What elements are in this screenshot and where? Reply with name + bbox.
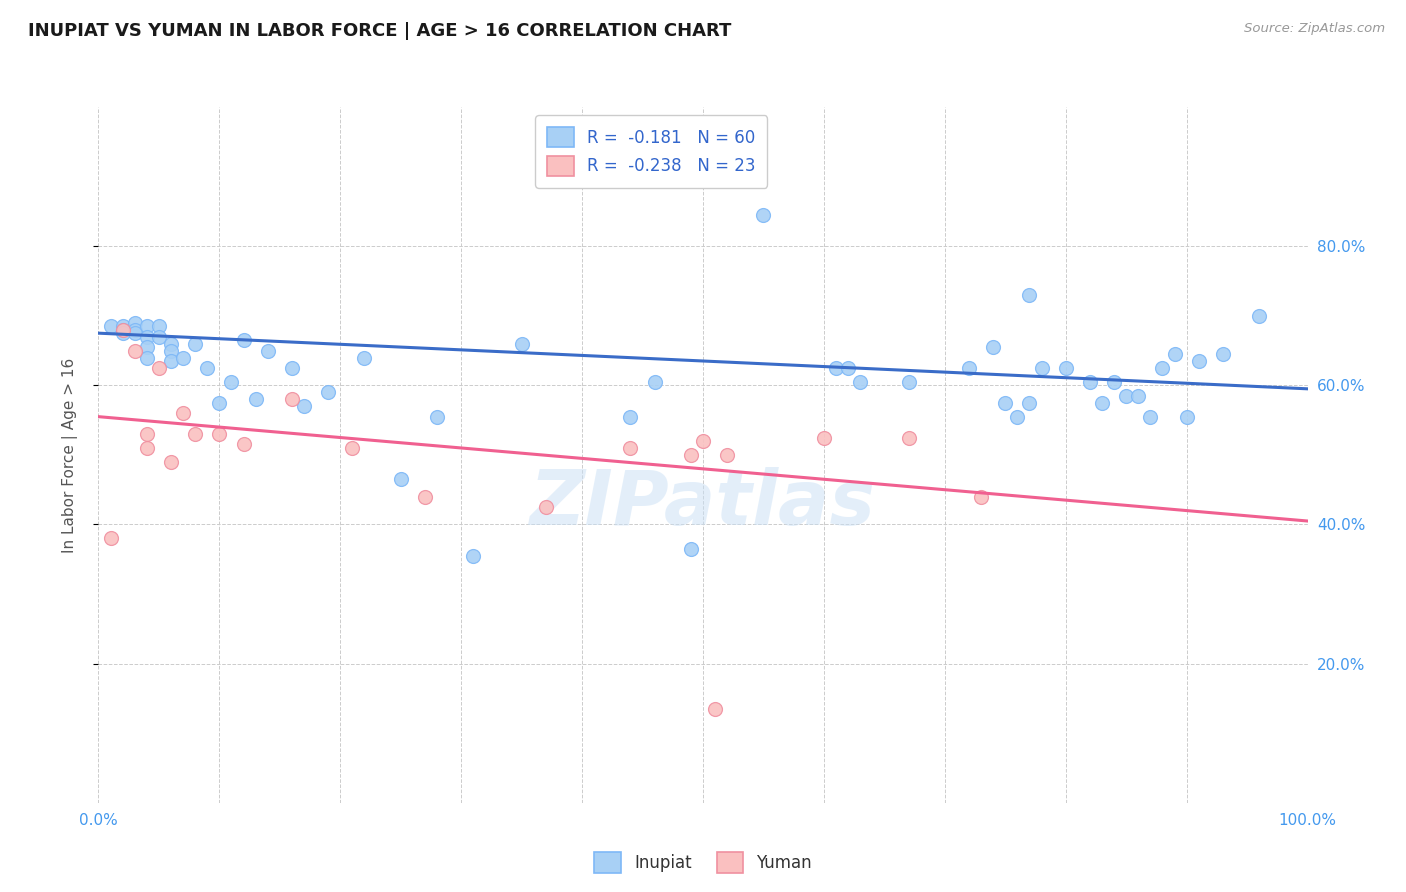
Point bbox=[124, 316, 146, 330]
Point bbox=[1031, 360, 1053, 375]
Point bbox=[1054, 360, 1077, 375]
Point bbox=[510, 336, 533, 351]
Point bbox=[111, 319, 134, 334]
Point bbox=[849, 375, 872, 389]
Point bbox=[195, 360, 218, 375]
Point bbox=[389, 472, 412, 486]
Point bbox=[353, 351, 375, 365]
Point bbox=[1212, 347, 1234, 361]
Point bbox=[160, 455, 183, 469]
Point bbox=[994, 396, 1017, 410]
Point bbox=[1018, 396, 1040, 410]
Point bbox=[752, 208, 775, 222]
Point bbox=[160, 354, 183, 368]
Point bbox=[281, 360, 304, 375]
Point bbox=[704, 702, 727, 716]
Y-axis label: In Labor Force | Age > 16: In Labor Force | Age > 16 bbox=[62, 358, 77, 552]
Point bbox=[256, 343, 278, 358]
Point bbox=[716, 448, 738, 462]
Point bbox=[245, 392, 267, 407]
Point bbox=[1007, 409, 1029, 424]
Point bbox=[135, 351, 157, 365]
Point bbox=[184, 427, 207, 442]
Point bbox=[148, 329, 170, 343]
Point bbox=[981, 340, 1004, 354]
Point bbox=[1163, 347, 1185, 361]
Point bbox=[619, 409, 641, 424]
Text: Source: ZipAtlas.com: Source: ZipAtlas.com bbox=[1244, 22, 1385, 36]
Point bbox=[221, 375, 243, 389]
Legend: R =  -0.181   N = 60, R =  -0.238   N = 23: R = -0.181 N = 60, R = -0.238 N = 23 bbox=[536, 115, 768, 187]
Point bbox=[148, 319, 170, 334]
Point bbox=[135, 329, 157, 343]
Point bbox=[692, 434, 714, 448]
Point bbox=[111, 326, 134, 340]
Point bbox=[160, 343, 183, 358]
Point bbox=[100, 532, 122, 546]
Point bbox=[1249, 309, 1271, 323]
Point bbox=[1128, 389, 1150, 403]
Point bbox=[172, 351, 194, 365]
Point bbox=[897, 431, 920, 445]
Point bbox=[970, 490, 993, 504]
Point bbox=[124, 343, 146, 358]
Point bbox=[124, 326, 146, 340]
Point bbox=[316, 385, 339, 400]
Point bbox=[1175, 409, 1198, 424]
Point bbox=[813, 431, 835, 445]
Point bbox=[135, 441, 157, 455]
Point bbox=[825, 360, 848, 375]
Point bbox=[679, 541, 702, 556]
Point bbox=[1139, 409, 1161, 424]
Point bbox=[111, 323, 134, 337]
Point bbox=[1115, 389, 1137, 403]
Point bbox=[413, 490, 436, 504]
Point bbox=[135, 340, 157, 354]
Point bbox=[1091, 396, 1114, 410]
Point bbox=[426, 409, 449, 424]
Point bbox=[292, 399, 315, 413]
Point bbox=[148, 360, 170, 375]
Point bbox=[342, 441, 364, 455]
Point bbox=[184, 336, 207, 351]
Point bbox=[208, 427, 231, 442]
Text: ZIPatlas: ZIPatlas bbox=[530, 467, 876, 541]
Point bbox=[232, 333, 254, 347]
Point bbox=[534, 500, 557, 514]
Text: INUPIAT VS YUMAN IN LABOR FORCE | AGE > 16 CORRELATION CHART: INUPIAT VS YUMAN IN LABOR FORCE | AGE > … bbox=[28, 22, 731, 40]
Point bbox=[135, 427, 157, 442]
Point bbox=[100, 319, 122, 334]
Point bbox=[897, 375, 920, 389]
Point bbox=[111, 323, 134, 337]
Point bbox=[1102, 375, 1125, 389]
Point bbox=[957, 360, 980, 375]
Point bbox=[1018, 288, 1040, 302]
Point bbox=[1078, 375, 1101, 389]
Point bbox=[172, 406, 194, 420]
Point bbox=[281, 392, 304, 407]
Point bbox=[124, 323, 146, 337]
Point bbox=[679, 448, 702, 462]
Point bbox=[232, 437, 254, 451]
Point bbox=[160, 336, 183, 351]
Point bbox=[208, 396, 231, 410]
Legend: Inupiat, Yuman: Inupiat, Yuman bbox=[588, 846, 818, 880]
Point bbox=[1152, 360, 1174, 375]
Point bbox=[837, 360, 859, 375]
Point bbox=[1188, 354, 1211, 368]
Point bbox=[619, 441, 641, 455]
Point bbox=[463, 549, 485, 563]
Point bbox=[644, 375, 666, 389]
Point bbox=[135, 319, 157, 334]
